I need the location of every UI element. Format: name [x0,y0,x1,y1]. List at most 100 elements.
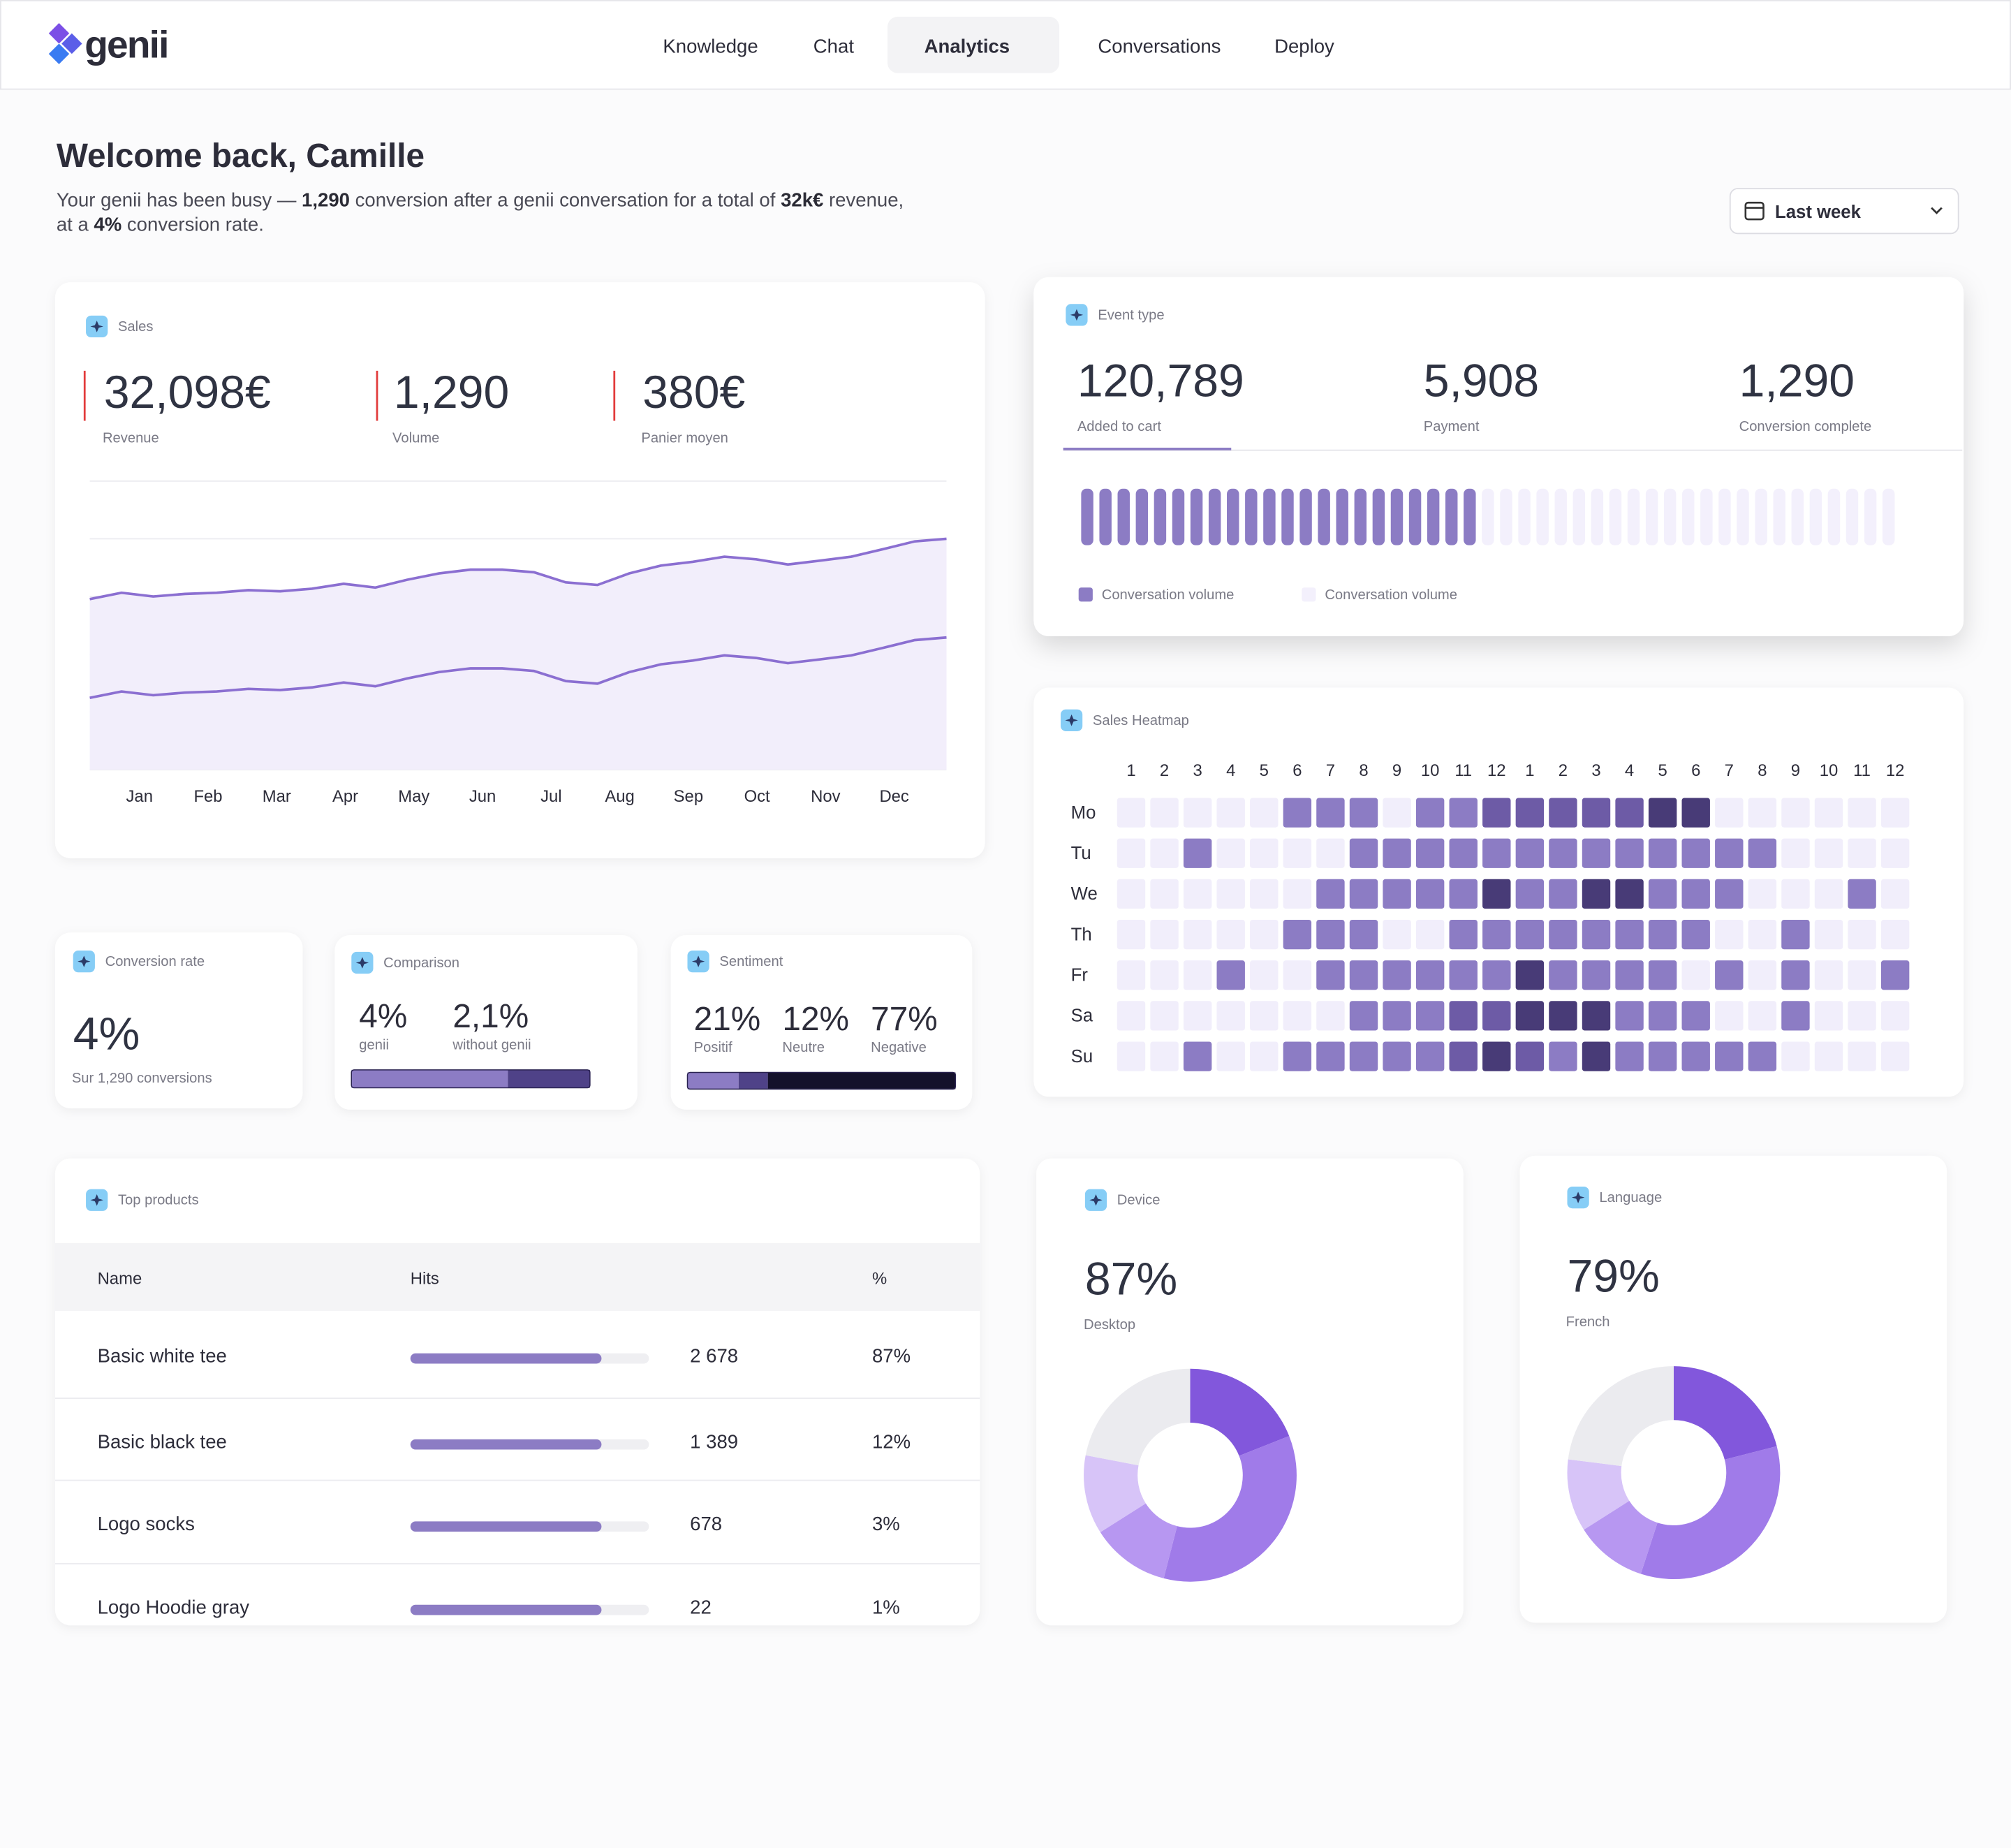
card-title: Language [1599,1190,1662,1205]
unit-bar [1081,488,1093,545]
card-icon-glyph [1070,309,1084,321]
heat-cell [1349,798,1378,828]
heat-cell [1880,838,1910,868]
heat-cell [1183,960,1212,990]
heat-cell [1117,838,1146,868]
heat-cell [1117,798,1146,828]
heat-cell [1150,838,1179,868]
heat-cell [1681,879,1710,909]
heat-cell [1283,838,1312,868]
x-tick-label: 5 [1260,761,1269,780]
heat-cell [1681,838,1710,868]
unit-bar [1682,488,1695,545]
bar-outline [686,1071,957,1090]
intro-part: 1,290 [302,189,350,211]
heat-cell [1515,960,1545,990]
product-name: Logo Hoodie gray [98,1597,250,1618]
heat-cell [1648,1001,1677,1031]
heat-cell [1482,960,1511,990]
nav-item[interactable]: Deploy [1274,35,1334,57]
x-tick-label: Jan [126,787,153,806]
heat-cell [1814,838,1843,868]
headline: 87% [1085,1253,1177,1305]
heat-cell [1715,919,1744,950]
heat-cell [1482,798,1511,828]
card-title: Top products [118,1193,199,1208]
heat-cell [1549,798,1577,828]
heat-cell [1349,919,1378,950]
heat-cell [1582,1001,1611,1031]
x-tick-label: 6 [1691,761,1700,780]
area-fill [89,538,947,770]
stat-label: Added to cart [1077,419,1161,434]
heat-cell [1681,1041,1710,1071]
heat-cell [1117,919,1146,950]
card-icon-glyph [78,955,91,967]
value-caption: Neutre [782,1040,825,1055]
unit-bar [1336,488,1348,545]
unit-bar [1882,488,1895,545]
x-tick-label: 10 [1820,761,1839,780]
x-tick-label: 8 [1758,761,1767,780]
heat-cell [1250,798,1279,828]
unit-bar [1172,488,1185,545]
stat-value[interactable]: 1,290 [1739,355,1855,407]
value-caption: Negative [871,1040,927,1055]
nav-item[interactable]: Analytics [925,35,1010,57]
heat-cell [1316,919,1345,950]
heat-cell [1449,919,1478,950]
heat-cell [1748,1041,1777,1071]
heat-cell [1349,1041,1378,1071]
intro-part: conversion rate. [121,214,264,235]
heat-cell [1383,798,1411,828]
unit-bar [1464,488,1476,545]
logo-text: genii [84,23,168,66]
x-tick-label: 2 [1160,761,1169,780]
heat-cell [1117,1001,1146,1031]
stat-value[interactable]: 120,789 [1077,355,1244,407]
heat-cell [1216,798,1245,828]
nav-item[interactable]: Knowledge [663,35,758,57]
date-filter[interactable] [1729,188,1959,235]
heat-cell [1117,960,1146,990]
heat-cell [1715,838,1744,868]
y-tick-label: Sa [1071,1006,1093,1026]
heat-cell [1482,919,1511,950]
heat-cell [1582,838,1611,868]
unit-bar [1554,488,1567,545]
value-label: 4% [359,998,407,1035]
heat-cell [1648,960,1677,990]
nav-item[interactable]: Conversations [1098,35,1221,57]
stat-value[interactable]: 5,908 [1424,355,1539,407]
line [89,636,947,699]
nav-item[interactable]: Chat [813,35,855,57]
heat-cell [1715,879,1744,909]
value-caption: Positif [694,1040,732,1055]
x-tick-label: 3 [1591,761,1600,780]
date-filter-label: Last week [1775,203,1862,222]
heat-cell [1415,960,1445,990]
x-tick-label: 6 [1292,761,1302,780]
heat-cell [1283,1041,1312,1071]
bar-segment [687,1072,739,1090]
heat-cell [1349,1001,1378,1031]
heat-cell [1449,1001,1478,1031]
x-tick-label: Apr [332,787,358,806]
table-header-bg [54,1242,980,1312]
page-title: Welcome back, Camille [57,138,425,175]
unit-bar [1609,488,1622,545]
headline-label: French [1566,1314,1610,1330]
heat-cell [1582,960,1611,990]
column-header: Hits [411,1270,439,1289]
heat-cell [1549,960,1577,990]
x-tick-label: 5 [1658,761,1667,780]
heat-cell [1349,960,1378,990]
heat-cell [1848,960,1876,990]
heat-cell [1515,879,1545,909]
product-name: Basic white tee [98,1345,227,1367]
heat-cell [1582,798,1611,828]
heat-cell [1549,1041,1577,1071]
heat-cell [1415,798,1445,828]
heat-cell [1814,1041,1843,1071]
